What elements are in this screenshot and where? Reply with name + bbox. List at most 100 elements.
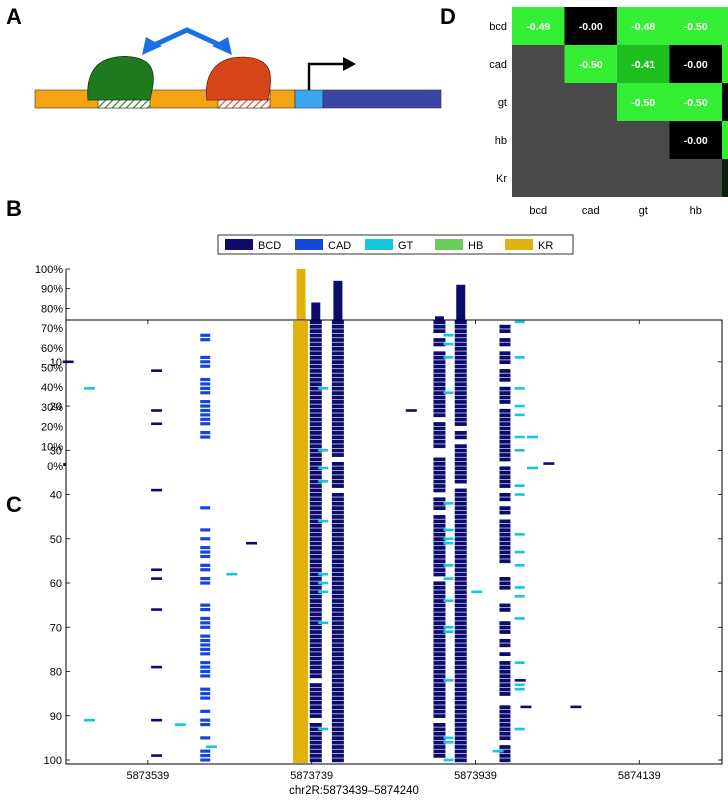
raster-mark-bcd bbox=[331, 431, 344, 435]
raster-mark-bcd bbox=[454, 417, 467, 422]
raster-mark-bcd bbox=[309, 479, 322, 484]
raster-mark-bcd bbox=[454, 656, 467, 661]
raster-mark-bcd bbox=[499, 338, 511, 342]
raster-mark-bcd bbox=[331, 515, 344, 519]
raster-mark-bcd bbox=[309, 656, 322, 661]
raster-mark-gt bbox=[443, 528, 454, 532]
raster-mark-bcd bbox=[309, 625, 322, 630]
raster-mark-bcd bbox=[433, 475, 446, 480]
raster-mark-bcd bbox=[309, 484, 322, 488]
raster-axes: 10 20 30 40 50 60 70 80 90 100 5873539 5873739 58739… bbox=[44, 320, 722, 797]
matrix-row-label: bcd bbox=[489, 21, 507, 33]
raster-mark-bcd bbox=[454, 599, 467, 603]
raster-mark-bcd bbox=[499, 652, 511, 657]
y-tick-label: 50 bbox=[50, 534, 62, 546]
raster-mark-bcd bbox=[454, 492, 467, 497]
raster-mark-bcd bbox=[433, 426, 446, 431]
raster-mark-bcd bbox=[151, 718, 163, 722]
raster-mark-bcd bbox=[309, 497, 322, 502]
matrix-cell bbox=[669, 121, 722, 159]
matrix-cell-value: -0.00 bbox=[579, 21, 603, 33]
raster-mark-bcd bbox=[309, 594, 322, 599]
panel-letter-c: C bbox=[6, 492, 22, 517]
raster-mark-bcd bbox=[454, 563, 467, 568]
raster-mark-bcd bbox=[499, 621, 511, 626]
raster-mark-bcd bbox=[499, 753, 511, 758]
raster-mark-bcd bbox=[499, 342, 511, 347]
raster-mark-gt bbox=[443, 502, 454, 505]
raster-mark-gt bbox=[318, 572, 329, 576]
raster-mark-bcd bbox=[499, 400, 511, 404]
raster-mark-bcd bbox=[454, 346, 467, 351]
raster-mark-bcd bbox=[454, 665, 467, 670]
raster-mark-bcd bbox=[331, 554, 344, 559]
raster-mark-bcd bbox=[331, 709, 344, 714]
raster-mark-bcd bbox=[331, 413, 344, 418]
raster-mark-gt bbox=[443, 758, 454, 762]
raster-mark-bcd bbox=[309, 532, 322, 537]
matrix-cell-value: -0.50 bbox=[631, 97, 655, 109]
raster-mark-bcd bbox=[499, 727, 511, 732]
raster-mark-bcd bbox=[433, 621, 446, 626]
raster-mark-gt bbox=[514, 387, 525, 390]
raster-mark-bcd bbox=[433, 723, 446, 727]
raster-mark-bcd bbox=[499, 484, 511, 488]
raster-mark-bcd bbox=[331, 758, 344, 763]
raster-mark-bcd bbox=[309, 470, 322, 475]
raster-mark-bcd bbox=[309, 749, 322, 754]
raster-mark-bcd bbox=[309, 727, 322, 732]
raster-mark-bcd bbox=[331, 519, 344, 524]
raster-mark-bcd bbox=[331, 453, 344, 457]
legend-label-gt: GT bbox=[398, 240, 414, 252]
raster-mark-gt bbox=[514, 550, 525, 554]
raster-mark-bcd bbox=[309, 554, 322, 559]
raster-mark-bcd bbox=[454, 546, 467, 550]
raster-mark-bcd bbox=[454, 577, 467, 581]
raster-mark-bcd bbox=[454, 568, 467, 572]
raster-mark-bcd bbox=[151, 754, 163, 757]
raster-mark-gt bbox=[226, 572, 238, 576]
raster-mark-bcd bbox=[454, 585, 467, 590]
raster-mark-bcd bbox=[331, 665, 344, 670]
raster-mark-bcd bbox=[331, 484, 344, 488]
raster-mark-bcd bbox=[433, 329, 446, 334]
raster-mark-bcd bbox=[454, 731, 467, 736]
raster-mark-bcd bbox=[433, 731, 446, 736]
raster-mark-gt bbox=[514, 493, 525, 496]
legend-label-hb: HB bbox=[468, 240, 483, 252]
y-tick-label: 30% bbox=[41, 402, 63, 414]
raster-mark-bcd bbox=[309, 422, 322, 426]
x-tick-label: 5874139 bbox=[618, 770, 661, 782]
raster-mark-bcd bbox=[331, 382, 344, 387]
raster-mark-bcd bbox=[433, 550, 446, 555]
raster-mark-gt bbox=[514, 404, 525, 408]
raster-mark-bcd bbox=[520, 705, 532, 709]
matrix-col-label: hb bbox=[690, 205, 702, 217]
raster-mark-bcd bbox=[309, 448, 322, 453]
raster-mark-bcd bbox=[454, 581, 467, 586]
raster-mark-bcd bbox=[331, 630, 344, 634]
raster-mark-bcd bbox=[454, 355, 467, 360]
raster-mark-bcd bbox=[309, 342, 322, 347]
legend-swatch-cad bbox=[295, 239, 323, 250]
raster-mark-bcd bbox=[331, 422, 344, 426]
raster-mark-bcd bbox=[433, 612, 446, 617]
raster-mark-bcd bbox=[309, 607, 322, 612]
interaction-double-arrow bbox=[142, 27, 232, 55]
raster-mark-bcd bbox=[433, 523, 446, 528]
raster-mark-bcd bbox=[499, 413, 511, 418]
matrix-cell bbox=[669, 7, 722, 45]
raster-mark-bcd bbox=[331, 523, 344, 528]
raster-mark-bcd bbox=[499, 638, 511, 643]
raster-mark-cad bbox=[200, 607, 211, 612]
raster-mark-bcd bbox=[331, 656, 344, 661]
y-tick-label: 60 bbox=[50, 578, 62, 590]
raster-mark-bcd bbox=[331, 692, 344, 696]
raster-mark-cad bbox=[200, 643, 211, 647]
raster-mark-bcd bbox=[454, 603, 467, 608]
raster-mark-cad bbox=[200, 647, 211, 651]
raster-mark-bcd bbox=[331, 669, 344, 674]
raster-mark-bcd bbox=[309, 581, 322, 586]
raster-mark-bcd bbox=[331, 607, 344, 612]
raster-mark-bcd bbox=[331, 338, 344, 342]
